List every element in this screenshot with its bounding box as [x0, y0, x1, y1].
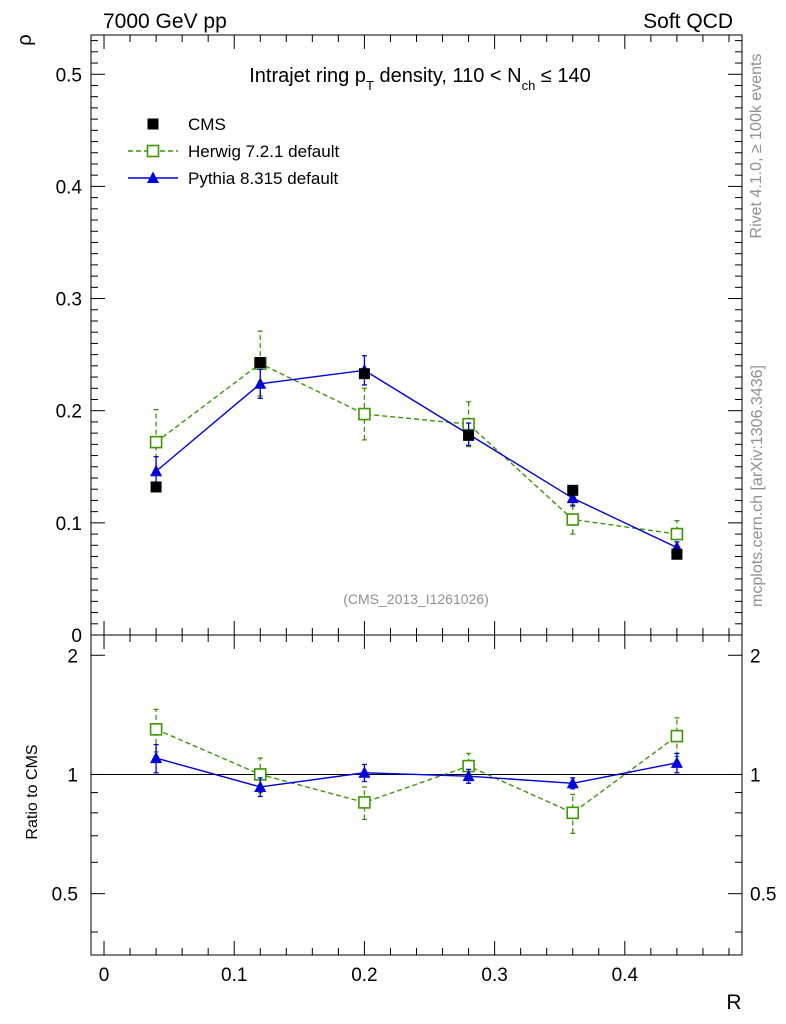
header-left: 7000 GeV pp — [103, 10, 227, 33]
series-herwig-7-2-1-default — [149, 330, 684, 549]
x-tick-label: 0.1 — [221, 965, 247, 986]
data-point — [149, 435, 163, 449]
legend-item: Herwig 7.2.1 default — [128, 142, 339, 161]
data-point — [147, 171, 159, 183]
data-point — [566, 491, 579, 504]
ratio-tick-label: 2 — [67, 646, 78, 667]
series-herwig-7-2-1-default — [149, 708, 684, 835]
ratio-tick-label-right: 1 — [750, 765, 761, 786]
data-point — [358, 766, 371, 778]
analysis-watermark: (CMS_2013_I1261026) — [343, 591, 489, 607]
data-point — [358, 407, 371, 421]
legend: CMS Herwig 7.2.1 default Pythia 8.315 defa… — [128, 115, 339, 188]
ratio-tick-label-right: 2 — [750, 646, 761, 667]
y-tick-label: 0 — [71, 626, 82, 647]
series-line — [155, 728, 678, 814]
data-point — [566, 513, 580, 526]
data-point — [150, 464, 163, 477]
data-point — [146, 144, 160, 158]
legend-item: Pythia 8.315 default — [128, 169, 339, 188]
data-point — [358, 796, 371, 809]
ratio-tick-label: 1 — [67, 765, 78, 786]
y-tick-label: 0.5 — [56, 65, 82, 86]
series-pythia-8-315-default — [150, 743, 683, 798]
ratio-tick-label-right: 0.5 — [750, 885, 776, 906]
data-point — [567, 484, 579, 496]
data-point — [670, 527, 684, 541]
y-tick-label: 0.4 — [56, 177, 83, 198]
x-tick-label: 0.4 — [612, 965, 639, 986]
data-point — [254, 780, 267, 792]
y-tick-label: 0.2 — [56, 402, 82, 423]
ratio-y-axis-label: Ratio to CMS — [24, 744, 41, 839]
data-point — [566, 806, 580, 820]
data-point — [150, 481, 162, 493]
data-point — [254, 377, 267, 389]
chart-title: Intrajet ring pT density, 110 < Nch ≤ 14… — [249, 65, 591, 93]
data-point — [150, 751, 163, 764]
series-line — [155, 757, 678, 788]
data-point — [671, 548, 683, 560]
axis-tick-labels: 0 0.1 0.2 0.3 0.4 0 0.1 0.2 0.3 0.4 0.5 0.5 0.5 1 1 2 2 — [52, 65, 777, 986]
x-axis-label: R — [726, 991, 741, 1014]
data-point — [149, 723, 163, 736]
y-axis-label: ρ — [14, 34, 36, 45]
x-tick-label: 0.2 — [351, 965, 377, 986]
y-tick-label: 0.3 — [56, 290, 82, 311]
rivet-label: Rivet 4.1.0, ≥ 100k events — [748, 54, 765, 239]
series-line — [155, 369, 678, 549]
ratio-tick-label: 0.5 — [52, 885, 78, 906]
data-point — [670, 729, 684, 743]
legend-label: Herwig 7.2.1 default — [188, 142, 339, 161]
y-tick-label: 0.1 — [56, 514, 82, 535]
main-plot-series — [149, 330, 684, 560]
ratio-plot-series — [149, 708, 684, 835]
x-tick-label: 0.3 — [481, 965, 507, 986]
data-point — [566, 776, 579, 789]
x-tick-label: 0 — [99, 965, 110, 986]
series-cms — [150, 356, 683, 560]
data-point — [463, 429, 475, 441]
series-line — [155, 362, 677, 535]
axis-ticks — [91, 35, 742, 955]
data-point — [147, 118, 159, 130]
header-right: Soft QCD — [643, 10, 733, 33]
data-point — [358, 368, 370, 380]
ratio-plot-frame — [90, 634, 743, 956]
data-point — [670, 756, 683, 768]
data-point — [254, 356, 266, 368]
legend-item: CMS — [147, 115, 226, 134]
mcplots-label: mcplots.cern.ch [arXiv:1306.3436] — [749, 365, 766, 607]
legend-label: Pythia 8.315 default — [188, 169, 339, 188]
data-point — [462, 769, 475, 782]
legend-label: CMS — [188, 115, 226, 134]
